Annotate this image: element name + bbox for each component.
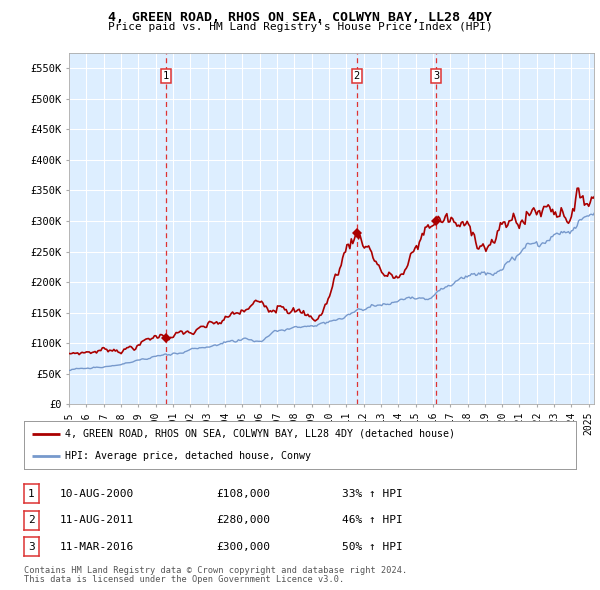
Text: 1: 1 xyxy=(28,489,35,499)
Text: 3: 3 xyxy=(433,71,439,81)
Text: 11-AUG-2011: 11-AUG-2011 xyxy=(60,516,134,525)
Text: 10-AUG-2000: 10-AUG-2000 xyxy=(60,489,134,499)
Text: HPI: Average price, detached house, Conwy: HPI: Average price, detached house, Conw… xyxy=(65,451,311,461)
Text: £108,000: £108,000 xyxy=(216,489,270,499)
Text: 33% ↑ HPI: 33% ↑ HPI xyxy=(342,489,403,499)
Text: 4, GREEN ROAD, RHOS ON SEA, COLWYN BAY, LL28 4DY (detached house): 4, GREEN ROAD, RHOS ON SEA, COLWYN BAY, … xyxy=(65,429,455,439)
Text: 46% ↑ HPI: 46% ↑ HPI xyxy=(342,516,403,525)
Text: 50% ↑ HPI: 50% ↑ HPI xyxy=(342,542,403,552)
Text: 2: 2 xyxy=(353,71,360,81)
Text: £280,000: £280,000 xyxy=(216,516,270,525)
Text: This data is licensed under the Open Government Licence v3.0.: This data is licensed under the Open Gov… xyxy=(24,575,344,584)
Text: 4, GREEN ROAD, RHOS ON SEA, COLWYN BAY, LL28 4DY: 4, GREEN ROAD, RHOS ON SEA, COLWYN BAY, … xyxy=(108,11,492,24)
Text: Price paid vs. HM Land Registry's House Price Index (HPI): Price paid vs. HM Land Registry's House … xyxy=(107,22,493,32)
Text: £300,000: £300,000 xyxy=(216,542,270,552)
Text: Contains HM Land Registry data © Crown copyright and database right 2024.: Contains HM Land Registry data © Crown c… xyxy=(24,566,407,575)
Text: 1: 1 xyxy=(163,71,169,81)
Text: 11-MAR-2016: 11-MAR-2016 xyxy=(60,542,134,552)
Text: 3: 3 xyxy=(28,542,35,552)
Text: 2: 2 xyxy=(28,516,35,525)
